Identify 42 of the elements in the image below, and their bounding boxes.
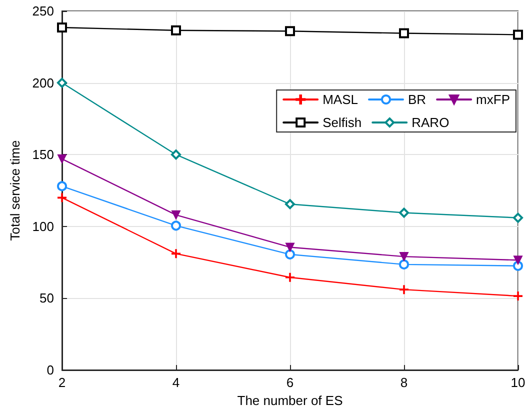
legend-label: BR	[408, 92, 426, 107]
x-tick-label: 8	[400, 375, 408, 390]
y-tick-label: 50	[40, 290, 54, 306]
point	[58, 193, 66, 202]
legend-label: RARO	[412, 115, 450, 130]
point	[513, 212, 523, 223]
y-tick-label: 250	[32, 4, 54, 18]
point	[57, 22, 67, 33]
x-tick-label: 10	[510, 375, 526, 390]
legend-label: mxFP	[476, 92, 510, 107]
point	[171, 150, 181, 160]
point	[172, 249, 180, 258]
point	[57, 78, 67, 88]
legend-label: MASL	[322, 92, 358, 107]
x-tick-label: 4	[172, 375, 180, 390]
point	[285, 199, 295, 210]
point	[286, 242, 294, 252]
point	[58, 154, 66, 164]
y-tick-label: 150	[32, 147, 54, 162]
point	[399, 28, 409, 38]
point	[514, 292, 522, 301]
point	[399, 259, 409, 270]
point	[171, 220, 181, 231]
y-tick-label: 0	[46, 362, 54, 378]
point	[57, 181, 67, 192]
point	[172, 210, 180, 220]
y-axis-title: Total service time	[7, 140, 22, 241]
legend-label: Selfish	[322, 115, 362, 130]
point	[399, 208, 409, 218]
point	[286, 272, 294, 282]
y-tick-label: 200	[32, 75, 54, 90]
x-tick-label: 6	[286, 375, 294, 390]
point	[285, 26, 295, 36]
y-tick-label: 100	[32, 218, 54, 234]
point	[285, 249, 295, 260]
point	[400, 252, 408, 262]
point	[513, 30, 523, 40]
point	[171, 25, 181, 36]
x-axis-title: The number of ES	[237, 392, 344, 408]
x-tick-label: 2	[58, 375, 66, 390]
point	[514, 256, 522, 265]
point	[400, 285, 408, 294]
